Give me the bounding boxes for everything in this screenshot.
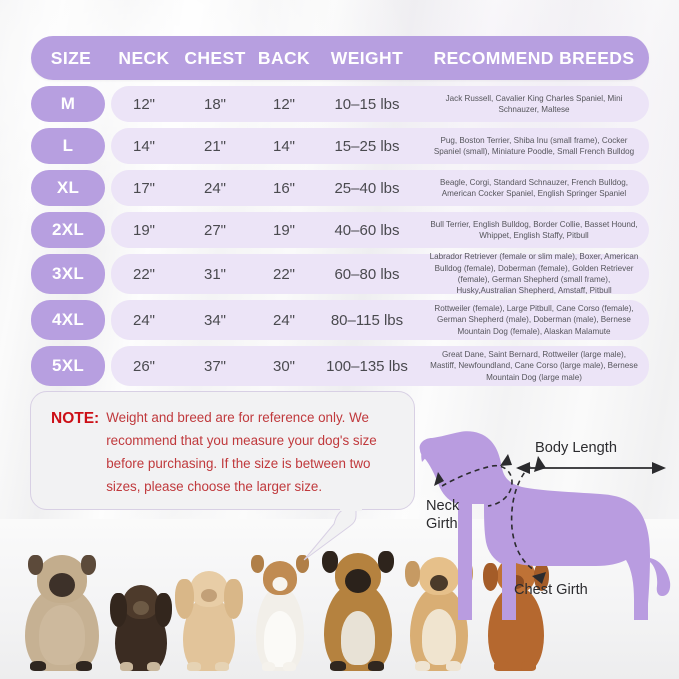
cell-breeds: Jack Russell, Cavalier King Charles Span… [445, 93, 623, 114]
cell-weight: 10–15 lbs [334, 95, 400, 113]
table-row: 3XL 22" 31" 22" 60–80 lbs Labrador Retri… [31, 252, 649, 296]
size-pill: XL [31, 170, 105, 206]
row-values: 14" 21" 14" 15–25 lbs Pug, Boston Terrie… [111, 128, 649, 164]
cell-weight: 60–80 lbs [334, 265, 400, 283]
photo-dog-mastiff [18, 553, 106, 671]
cell-back: 16" [272, 179, 295, 197]
table-row: 4XL 24" 34" 24" 80–115 lbs Rottweiler (f… [31, 300, 649, 340]
note-label: NOTE: [51, 410, 100, 427]
table-row: XL 17" 24" 16" 25–40 lbs Beagle, Corgi, … [31, 170, 649, 206]
size-pill: L [31, 128, 105, 164]
row-values: 19" 27" 19" 40–60 lbs Bull Terrier, Engl… [111, 212, 649, 248]
header-neck: NECK [118, 47, 170, 68]
row-values: 24" 34" 24" 80–115 lbs Rottweiler (femal… [111, 300, 649, 340]
label-neck-girth: Neck Girth [426, 498, 460, 532]
header-breeds: RECOMMEND BREEDS [433, 47, 635, 68]
header-size: SIZE [50, 47, 92, 68]
size-pill: 4XL [31, 300, 105, 340]
cell-neck: 24" [132, 311, 155, 329]
cell-neck: 12" [132, 95, 155, 113]
note-bubble-tail [300, 508, 362, 564]
cell-back: 22" [272, 265, 295, 283]
photo-dog-boxer [318, 551, 398, 671]
row-values: 17" 24" 16" 25–40 lbs Beagle, Corgi, Sta… [111, 170, 649, 206]
header-weight: WEIGHT [330, 47, 404, 68]
note-text: Weight and breed are for reference only.… [106, 410, 377, 495]
label-chest-girth: Chest Girth [514, 582, 588, 598]
measurement-diagram: Body Length Neck Girth Chest Girth [412, 424, 678, 634]
table-header-row: SIZE NECK CHEST BACK WEIGHT RECOMMEND BR… [31, 36, 649, 80]
row-values: 12" 18" 12" 10–15 lbs Jack Russell, Cava… [111, 86, 649, 122]
cell-back: 24" [272, 311, 295, 329]
cell-chest: 24" [203, 179, 226, 197]
cell-neck: 17" [132, 179, 155, 197]
photo-dog-border-collie [248, 555, 312, 671]
row-values: 26" 37" 30" 100–135 lbs Great Dane, Sain… [111, 346, 649, 386]
cell-breeds: Great Dane, Saint Bernard, Rottweiler (l… [430, 349, 638, 382]
cell-neck: 14" [132, 137, 155, 155]
size-pill: 5XL [31, 346, 105, 386]
header-back: BACK [257, 47, 311, 68]
table-row: M 12" 18" 12" 10–15 lbs Jack Russell, Ca… [31, 86, 649, 122]
table-row: 2XL 19" 27" 19" 40–60 lbs Bull Terrier, … [31, 212, 649, 248]
cell-chest: 34" [203, 311, 226, 329]
cell-breeds: Labrador Retriever (female or slim male)… [429, 252, 639, 296]
photo-dog-dark-spaniel [110, 581, 172, 671]
cell-neck: 19" [132, 221, 155, 239]
cell-chest: 18" [203, 95, 226, 113]
cell-neck: 22" [132, 265, 155, 283]
cell-weight: 100–135 lbs [326, 357, 408, 375]
note-callout: NOTE: Weight and breed are for reference… [30, 391, 415, 510]
cell-breeds: Beagle, Corgi, Standard Schnauzer, Frenc… [439, 177, 629, 198]
cell-weight: 80–115 lbs [330, 311, 404, 329]
cell-back: 30" [272, 357, 295, 375]
cell-back: 14" [272, 137, 295, 155]
cell-breeds: Rottweiler (female), Large Pitbull, Cane… [434, 303, 634, 336]
table-row: L 14" 21" 14" 15–25 lbs Pug, Boston Terr… [31, 128, 649, 164]
cell-breeds: Pug, Boston Terrier, Shiba Inu (small fr… [433, 135, 635, 156]
cell-back: 12" [272, 95, 295, 113]
cell-chest: 21" [203, 137, 226, 155]
cell-weight: 40–60 lbs [334, 221, 400, 239]
cell-chest: 31" [203, 265, 226, 283]
cell-back: 19" [272, 221, 295, 239]
cell-chest: 27" [203, 221, 226, 239]
size-pill: M [31, 86, 105, 122]
cell-chest: 37" [203, 357, 226, 375]
table-row: 5XL 26" 37" 30" 100–135 lbs Great Dane, … [31, 346, 649, 386]
cell-weight: 25–40 lbs [334, 179, 400, 197]
row-values: 22" 31" 22" 60–80 lbs Labrador Retriever… [111, 252, 649, 296]
label-body-length: Body Length [535, 440, 617, 456]
cell-breeds: Bull Terrier, English Bulldog, Border Co… [430, 219, 638, 240]
size-pill: 2XL [31, 212, 105, 248]
size-pill: 3XL [31, 254, 105, 294]
size-chart-table: SIZE NECK CHEST BACK WEIGHT RECOMMEND BR… [31, 36, 649, 386]
cell-weight: 15–25 lbs [334, 137, 400, 155]
photo-dog-golden-cocker [175, 567, 243, 671]
header-chest: CHEST [184, 47, 246, 68]
cell-neck: 26" [132, 357, 155, 375]
